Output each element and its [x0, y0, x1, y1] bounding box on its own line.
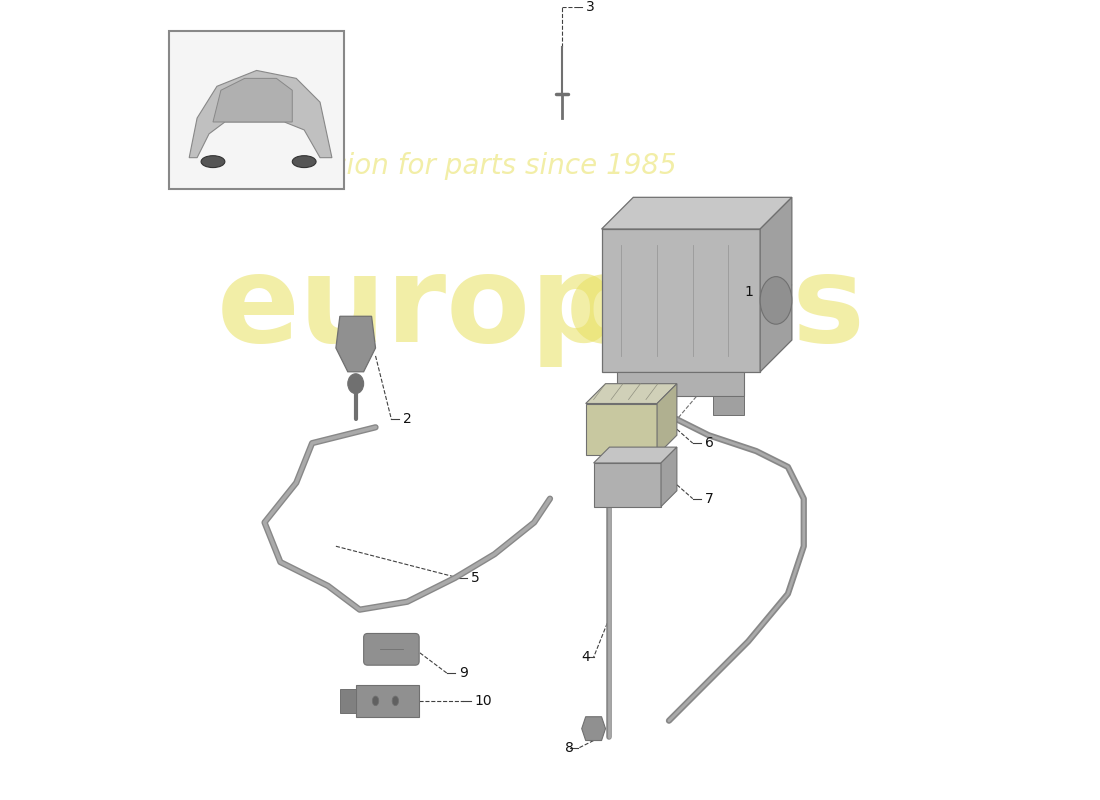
- Text: 5: 5: [471, 571, 480, 585]
- Polygon shape: [582, 717, 605, 741]
- Polygon shape: [602, 229, 760, 372]
- Ellipse shape: [393, 696, 398, 706]
- Text: europ: europ: [217, 250, 618, 367]
- Text: 8: 8: [565, 742, 574, 755]
- Ellipse shape: [201, 156, 224, 167]
- Text: 7: 7: [705, 492, 714, 506]
- Ellipse shape: [760, 277, 792, 324]
- Polygon shape: [340, 689, 355, 713]
- Text: 1: 1: [745, 286, 754, 299]
- Polygon shape: [585, 403, 657, 455]
- Polygon shape: [336, 316, 375, 372]
- Polygon shape: [657, 384, 676, 455]
- Polygon shape: [213, 78, 293, 122]
- Polygon shape: [760, 198, 792, 372]
- Polygon shape: [617, 372, 745, 395]
- Text: 9: 9: [459, 666, 468, 680]
- Polygon shape: [355, 685, 419, 717]
- FancyBboxPatch shape: [364, 634, 419, 665]
- Ellipse shape: [348, 374, 364, 394]
- Ellipse shape: [373, 696, 378, 706]
- Bar: [713, 395, 745, 415]
- Text: 3: 3: [585, 0, 594, 14]
- Polygon shape: [661, 447, 676, 506]
- Text: a passion for parts since 1985: a passion for parts since 1985: [256, 151, 676, 179]
- Text: 4: 4: [581, 650, 590, 664]
- Text: 2: 2: [404, 412, 412, 426]
- Polygon shape: [602, 198, 792, 229]
- Ellipse shape: [293, 156, 316, 167]
- Polygon shape: [585, 384, 676, 403]
- Bar: [169, 30, 344, 190]
- Text: 6: 6: [705, 436, 714, 450]
- Bar: [625, 395, 657, 415]
- Polygon shape: [594, 447, 676, 463]
- Text: 10: 10: [475, 694, 493, 708]
- Text: ores: ores: [565, 250, 866, 367]
- Polygon shape: [189, 70, 332, 158]
- Polygon shape: [594, 463, 661, 506]
